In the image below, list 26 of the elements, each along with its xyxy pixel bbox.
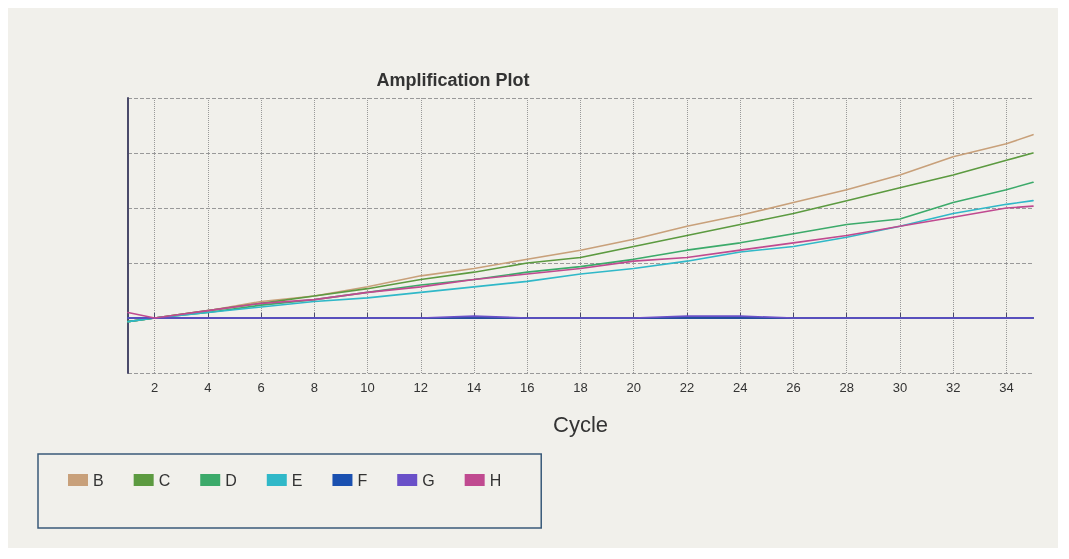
x-tick-label: 26 <box>786 380 801 395</box>
x-tick-label: 8 <box>310 380 318 395</box>
x-tick-label: 32 <box>945 380 961 395</box>
legend-label: B <box>93 471 104 489</box>
x-tick-label: 34 <box>999 380 1014 395</box>
x-tick-label: 12 <box>413 380 429 395</box>
legend-label: D <box>225 471 237 489</box>
legend-label: C <box>158 471 171 489</box>
x-tick-label: 30 <box>892 380 908 395</box>
x-tick-label: 2 <box>151 380 159 395</box>
legend-label: H <box>489 471 502 489</box>
chart-title: Amplification Plot <box>376 70 530 90</box>
x-axis-title: Cycle <box>552 411 609 437</box>
x-tick-label: 6 <box>257 380 265 395</box>
x-tick-label: 18 <box>573 380 588 395</box>
x-tick-label: 22 <box>679 380 695 395</box>
x-tick-label: 14 <box>466 380 482 395</box>
legend-label: E <box>291 471 303 489</box>
legend-label: F <box>357 471 368 489</box>
x-tick-label: 28 <box>839 380 854 395</box>
x-tick-label: 16 <box>520 380 535 395</box>
x-tick-label: 4 <box>204 380 212 395</box>
x-tick-label: 24 <box>732 380 748 395</box>
legend-label: G <box>422 471 435 489</box>
x-tick-label: 20 <box>626 380 641 395</box>
x-tick-label: 10 <box>360 380 375 395</box>
